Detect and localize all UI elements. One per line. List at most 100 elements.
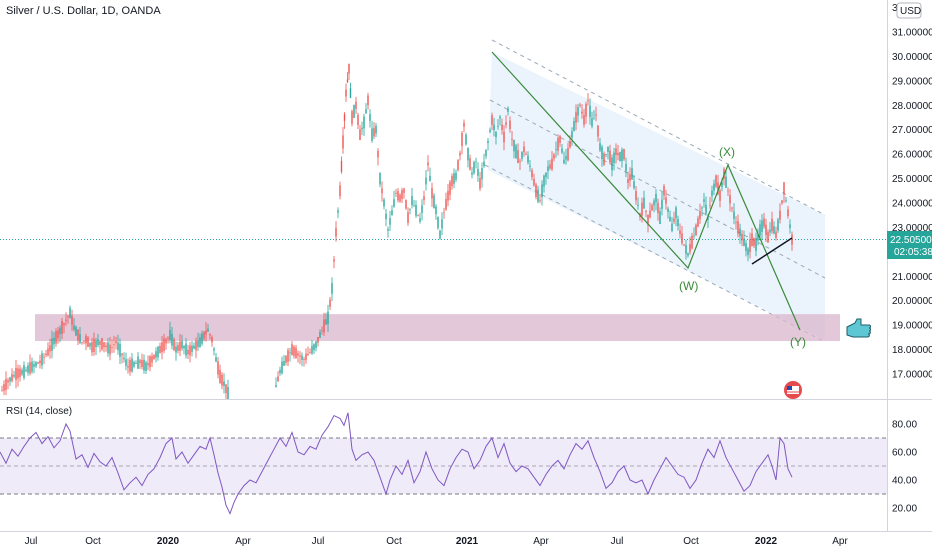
candle-body[interactable] [493, 124, 495, 131]
candle-body[interactable] [29, 362, 31, 374]
candle-body[interactable] [605, 154, 607, 155]
candle-body[interactable] [623, 148, 625, 160]
candle-body[interactable] [445, 198, 447, 210]
candle-body[interactable] [91, 341, 93, 353]
candle-body[interactable] [15, 368, 17, 380]
candle-body[interactable] [355, 101, 357, 109]
candle-body[interactable] [559, 136, 561, 143]
candle-body[interactable] [641, 202, 643, 216]
candle-body[interactable] [47, 348, 49, 356]
candle-body[interactable] [131, 358, 133, 372]
candle-body[interactable] [9, 377, 11, 382]
candle-body[interactable] [399, 194, 401, 202]
candle-body[interactable] [287, 350, 289, 362]
wave-path[interactable] [491, 51, 801, 331]
candle-body[interactable] [55, 331, 57, 344]
candle-body[interactable] [113, 344, 115, 346]
candle-body[interactable] [645, 211, 647, 213]
candle-body[interactable] [629, 174, 631, 181]
candle-body[interactable] [691, 235, 693, 249]
candle-body[interactable] [37, 362, 39, 364]
candle-body[interactable] [275, 385, 277, 388]
candle-body[interactable] [165, 339, 167, 344]
candle-body[interactable] [337, 210, 339, 213]
candle-body[interactable] [409, 208, 411, 210]
candle-body[interactable] [121, 353, 123, 356]
candle-body[interactable] [175, 346, 177, 353]
candle-body[interactable] [501, 124, 503, 131]
candle-body[interactable] [69, 307, 71, 319]
candle-body[interactable] [435, 206, 437, 215]
candle-body[interactable] [539, 200, 541, 202]
candle-body[interactable] [725, 176, 727, 188]
candle-body[interactable] [733, 211, 735, 219]
candle-body[interactable] [403, 188, 405, 193]
candle-body[interactable] [3, 384, 5, 391]
candle-body[interactable] [315, 341, 317, 349]
candle-body[interactable] [637, 204, 639, 207]
candle-body[interactable] [583, 115, 585, 125]
candle-body[interactable] [221, 374, 223, 386]
candle-body[interactable] [681, 233, 683, 244]
candle-body[interactable] [503, 131, 505, 143]
candle-body[interactable] [647, 214, 649, 226]
candle-body[interactable] [593, 118, 595, 120]
candle-body[interactable] [59, 327, 61, 334]
candle-body[interactable] [439, 230, 441, 239]
candle-body[interactable] [653, 200, 655, 206]
candle-body[interactable] [609, 150, 611, 163]
candle-body[interactable] [191, 345, 193, 352]
candle-body[interactable] [633, 181, 635, 188]
candle-body[interactable] [507, 108, 509, 112]
candle-body[interactable] [205, 330, 207, 335]
candle-body[interactable] [709, 205, 711, 206]
candle-body[interactable] [487, 140, 489, 143]
candle-body[interactable] [773, 226, 775, 234]
candle-body[interactable] [473, 162, 475, 174]
candle-body[interactable] [511, 139, 513, 140]
candle-body[interactable] [453, 173, 455, 184]
candle-body[interactable] [571, 131, 573, 138]
candle-body[interactable] [465, 134, 467, 145]
candle-body[interactable] [515, 145, 517, 158]
candle-body[interactable] [101, 338, 103, 350]
candle-body[interactable] [321, 329, 323, 331]
candle-body[interactable] [49, 345, 51, 352]
candle-body[interactable] [535, 184, 537, 198]
candle-body[interactable] [295, 347, 297, 358]
candle-body[interactable] [277, 376, 279, 382]
candle-body[interactable] [307, 353, 309, 355]
candle-body[interactable] [63, 323, 65, 325]
candle-body[interactable] [297, 353, 299, 356]
candle-body[interactable] [353, 104, 355, 118]
candle-body[interactable] [317, 336, 319, 343]
candle-body[interactable] [371, 128, 373, 141]
candle-body[interactable] [45, 353, 47, 356]
candle-body[interactable] [181, 340, 183, 349]
candle-body[interactable] [127, 365, 129, 368]
candle-body[interactable] [346, 79, 349, 83]
candle-body[interactable] [547, 166, 549, 172]
candle-body[interactable] [767, 232, 769, 243]
candle-body[interactable] [499, 116, 501, 119]
candle-body[interactable] [5, 378, 7, 390]
candle-body[interactable] [689, 243, 691, 253]
candle-body[interactable] [123, 357, 125, 360]
candle-body[interactable] [411, 196, 413, 206]
candle-body[interactable] [771, 218, 773, 232]
candle-body[interactable] [497, 125, 499, 127]
candle-body[interactable] [201, 333, 203, 344]
candle-body[interactable] [343, 114, 346, 121]
candle-body[interactable] [671, 223, 673, 232]
candle-body[interactable] [335, 227, 337, 237]
candle-body[interactable] [21, 369, 23, 375]
candle-body[interactable] [293, 346, 295, 356]
candle-body[interactable] [89, 343, 91, 347]
candle-body[interactable] [451, 176, 453, 187]
candle-body[interactable] [749, 239, 751, 253]
candle-body[interactable] [381, 188, 383, 194]
candle-body[interactable] [81, 342, 83, 343]
candle-body[interactable] [783, 182, 785, 195]
candle-body[interactable] [597, 125, 599, 137]
candle-body[interactable] [757, 233, 759, 241]
